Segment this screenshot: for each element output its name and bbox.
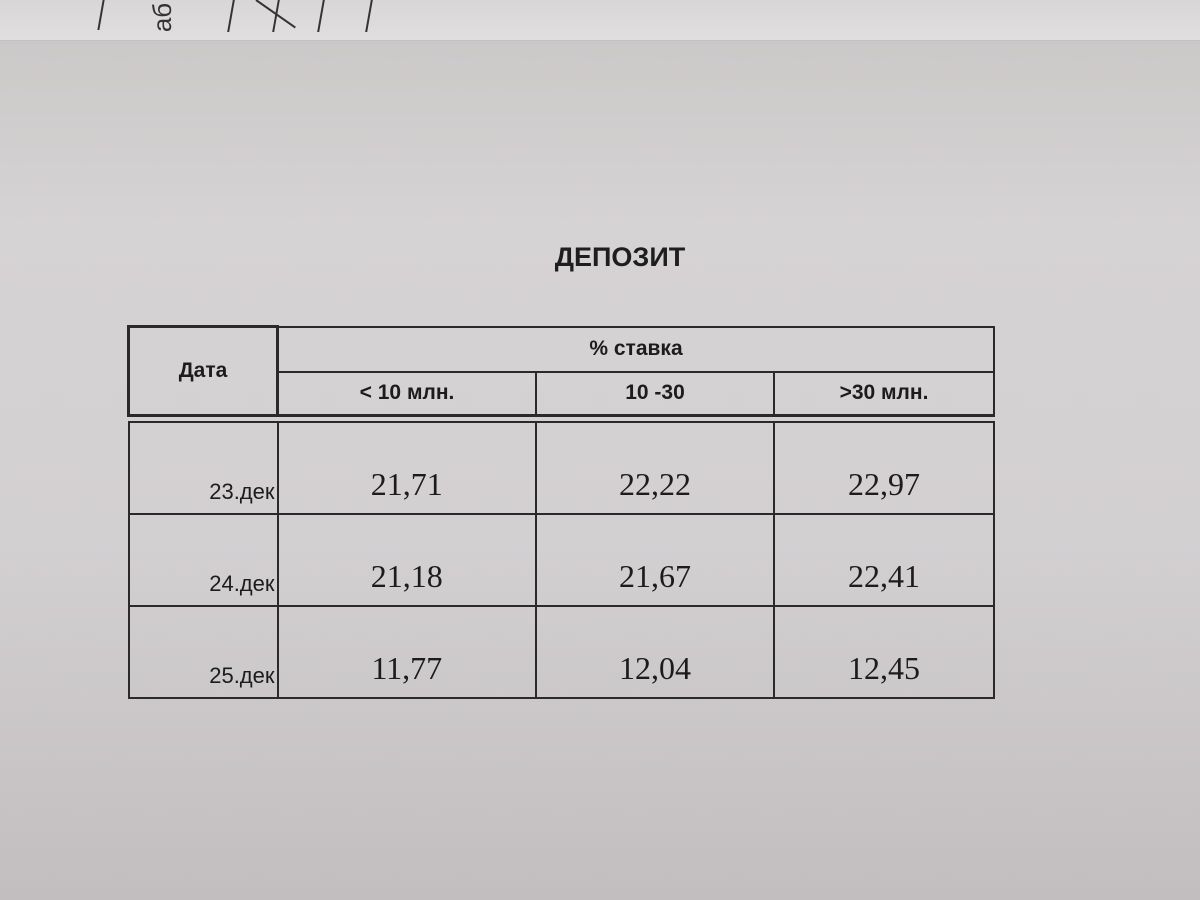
sheet-line xyxy=(365,0,373,32)
column-header: 10 -30 xyxy=(535,370,775,417)
deposit-rate-table: Дата % ставка < 10 млн. 10 -30 >30 млн. … xyxy=(127,325,995,699)
document-title: ДЕПОЗИТ xyxy=(554,242,686,272)
column-header: < 10 млн. xyxy=(276,370,537,417)
rate-cell: 21,18 xyxy=(276,513,537,607)
rate-cell: 22,97 xyxy=(773,421,995,515)
background-sheet: аб xyxy=(0,0,1200,41)
rate-cell: 22,22 xyxy=(535,421,775,515)
sheet-line xyxy=(317,0,325,32)
sheet-line xyxy=(227,0,235,32)
rate-cell: 11,77 xyxy=(276,605,537,699)
table-row: 24.дек 21,18 21,67 22,41 xyxy=(127,513,995,607)
rate-cell: 21,71 xyxy=(276,421,537,515)
sheet-line xyxy=(255,0,296,29)
rate-cell: 21,67 xyxy=(535,513,775,607)
date-cell: 23.дек xyxy=(127,421,279,515)
date-cell: 25.дек xyxy=(127,605,279,699)
sheet-line xyxy=(97,0,105,30)
date-header: Дата xyxy=(127,325,279,417)
column-header: >30 млн. xyxy=(773,370,995,417)
rate-group-header: % ставка xyxy=(276,325,995,373)
rate-cell: 12,45 xyxy=(773,605,995,699)
sheet-fragment-text: аб xyxy=(147,2,178,33)
date-cell: 24.дек xyxy=(127,513,279,607)
table-row: 25.дек 11,77 12,04 12,45 xyxy=(127,605,995,699)
header-separator xyxy=(128,414,994,422)
rate-cell: 22,41 xyxy=(773,513,995,607)
rate-cell: 12,04 xyxy=(535,605,775,699)
table-row: 23.дек 21,71 22,22 22,97 xyxy=(127,421,995,515)
